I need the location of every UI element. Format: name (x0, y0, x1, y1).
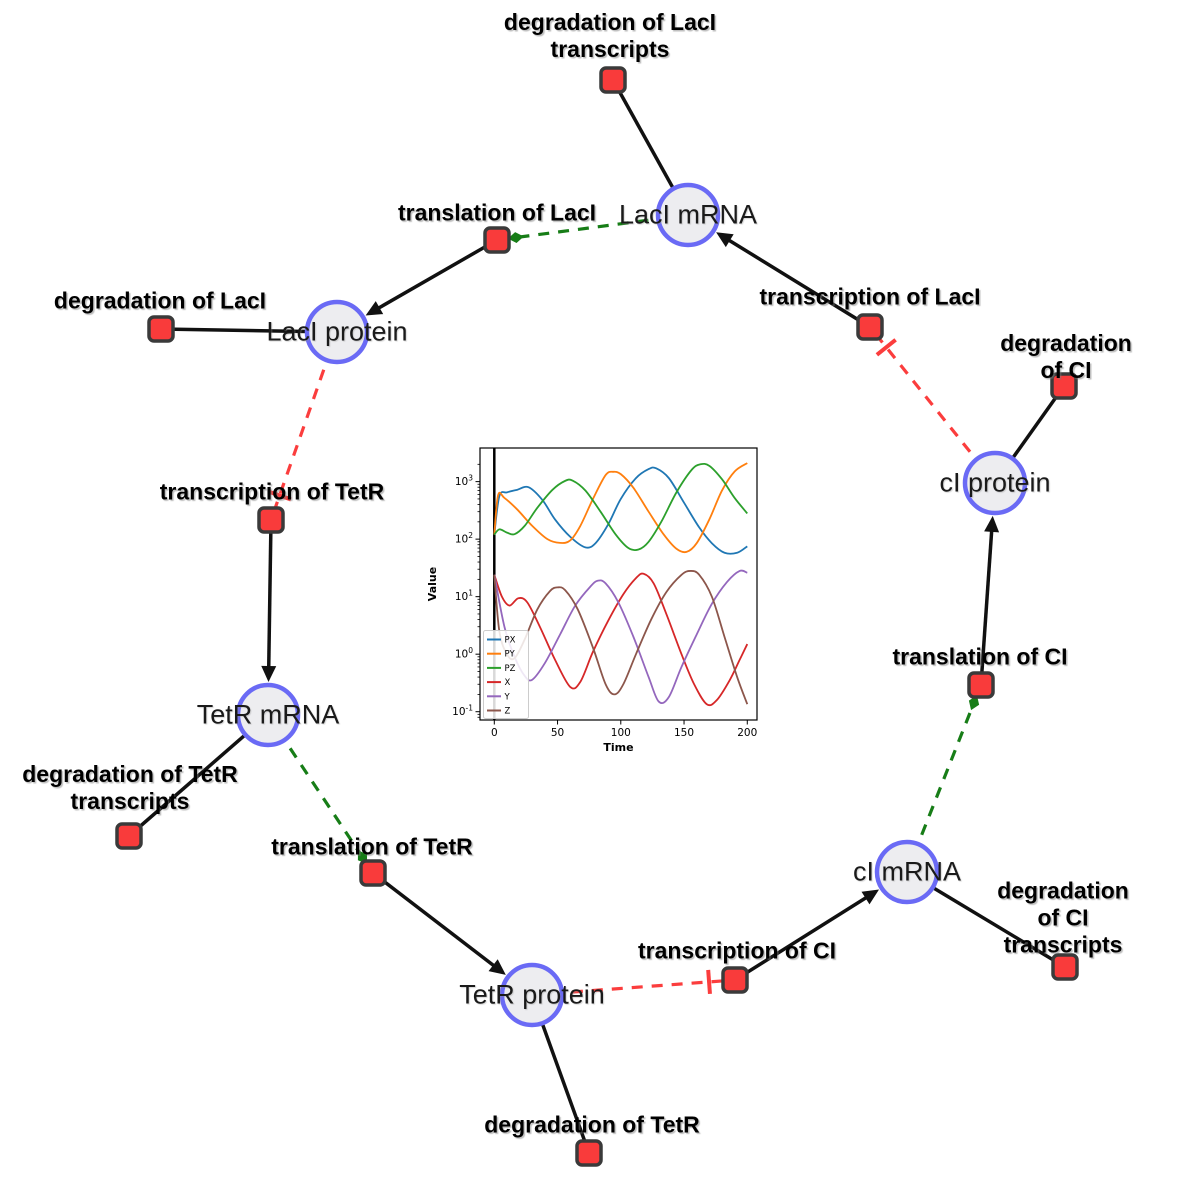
edge-ci_mrna-transcription_ci-arrowhead (861, 889, 880, 905)
reaction-node-transcription_tetr[interactable] (257, 506, 285, 534)
x-tick-label: 150 (674, 727, 694, 739)
series-line-X (493, 572, 749, 707)
edge-tetr_protein-translation_tetr-arrowhead (488, 959, 506, 975)
edge-ci_protein-translation_ci (979, 522, 994, 686)
reaction-node-transcription_laci[interactable] (856, 313, 884, 341)
reaction-node-deg_laci[interactable] (147, 315, 175, 343)
species-node-ci_mrna[interactable] (874, 839, 940, 905)
reaction-node-deg_tetr[interactable] (575, 1139, 603, 1167)
reaction-node-deg_ci_tr[interactable] (1051, 953, 1079, 981)
chart-legend: PX PY PZ XYZ (483, 630, 529, 719)
nodes-layer (115, 66, 1079, 1167)
legend-label-Y: Y (504, 692, 511, 702)
legend-label-PZ: PZ (505, 664, 516, 674)
edge-ci_mrna-transcription_ci (734, 891, 875, 982)
reaction-node-transcription_ci[interactable] (721, 966, 749, 994)
series-line-PX (493, 466, 748, 555)
edge-laci_protein-translation_laci-arrowhead (365, 301, 384, 316)
edge-tetr_protein-translation_tetr (371, 871, 502, 973)
reaction-node-deg_laci_tr[interactable] (599, 66, 627, 94)
species-node-tetr_mrna[interactable] (235, 682, 301, 748)
edge-tetr_mrna-transcription_tetr-arrowhead (261, 665, 277, 683)
edge-laci_mrna-transcription_laci (721, 234, 871, 329)
reaction-node-translation_ci[interactable] (967, 671, 995, 699)
y-axis-label: Value (426, 567, 439, 601)
reaction-node-translation_tetr[interactable] (359, 859, 387, 887)
species-node-laci_protein[interactable] (304, 299, 370, 365)
edge-ci_protein-translation_ci-arrowhead (984, 515, 1000, 533)
reaction-node-deg_ci[interactable] (1050, 372, 1078, 400)
x-tick-label: 100 (611, 727, 631, 739)
edge-tetr_protein-transcription_ci (531, 978, 728, 997)
reaction-node-deg_tetr_tr[interactable] (115, 822, 143, 850)
x-axis-label: Time (603, 741, 633, 754)
reaction-node-translation_laci[interactable] (483, 226, 511, 254)
legend-label-X: X (505, 678, 511, 688)
plot-spines (479, 447, 758, 721)
inset-chart: 0 50 100 150 20010-1100101102103TimeValuePXP… (425, 430, 780, 772)
x-tick-label: 0 (491, 727, 498, 739)
species-node-ci_protein[interactable] (962, 450, 1028, 516)
species-node-laci_mrna[interactable] (655, 182, 721, 248)
series-line-PZ (493, 462, 748, 552)
edge-laci_mrna-transcription_laci-arrowhead (716, 232, 734, 248)
legend-label-Z: Z (505, 707, 511, 717)
legend-label-PX: PX (505, 636, 516, 646)
edge-laci_protein-transcription_tetr-tee-bar (267, 489, 292, 502)
edge-laci_mrna-translation_laci-diamond-head (507, 232, 524, 243)
species-node-tetr_protein[interactable] (499, 962, 565, 1028)
edge-ci_protein-transcription_laci-tee-bar (875, 338, 897, 357)
edge-tetr_mrna-transcription_tetr (266, 519, 273, 676)
edge-ci_mrna-translation_ci-diamond-head (968, 695, 980, 711)
x-tick-label: 50 (551, 727, 564, 739)
legend-label-PY: PY (505, 650, 516, 660)
edge-tetr_protein-transcription_ci-tee-bar (706, 969, 712, 995)
edge-laci_protein-translation_laci (370, 238, 498, 314)
x-tick-label: 200 (737, 727, 757, 739)
